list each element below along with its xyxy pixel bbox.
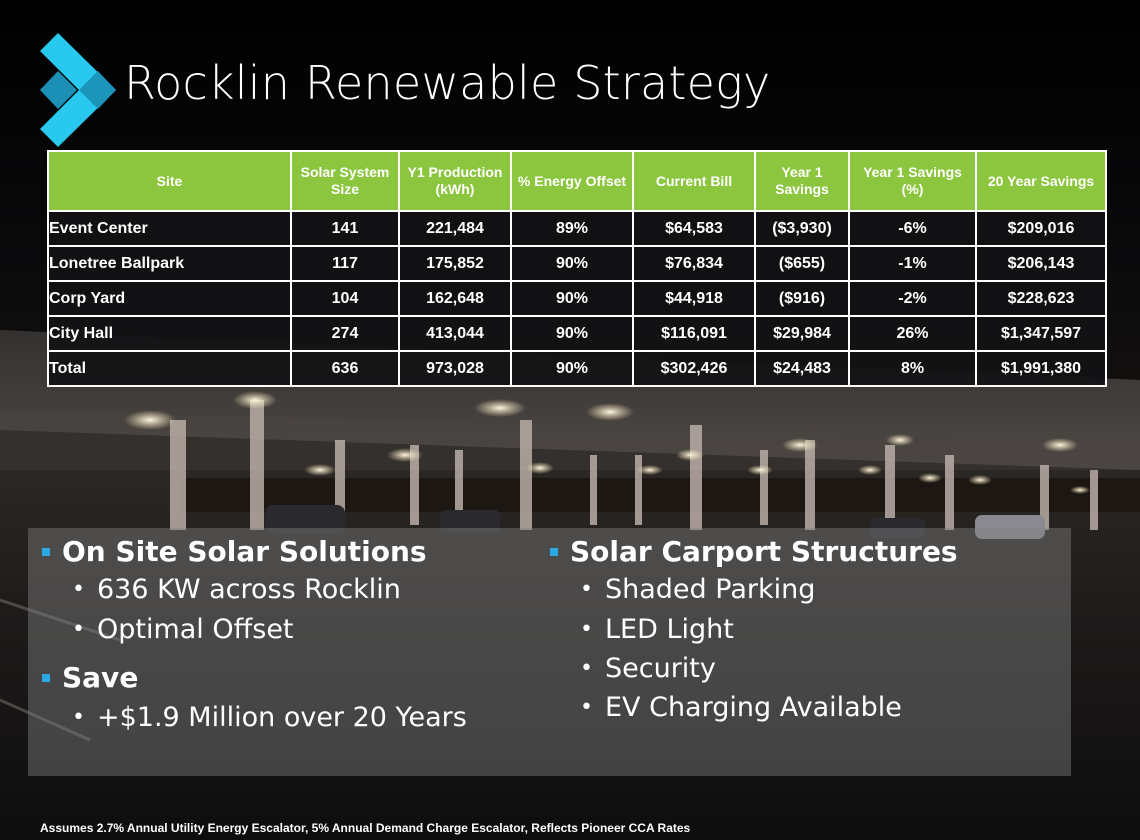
table-cell: -1%	[848, 245, 977, 282]
table-cell: City Hall	[47, 315, 292, 352]
list-item: • 636 KW across Rocklin	[72, 574, 401, 605]
list-item: • LED Light	[580, 614, 734, 645]
bullet-icon: •	[72, 617, 85, 642]
bullet-icon: •	[580, 695, 593, 720]
bullet-icon: •	[580, 577, 593, 602]
table-row: Lonetree Ballpark 117 175,852 90% $76,83…	[47, 245, 1107, 282]
list-item: • Optimal Offset	[72, 614, 294, 645]
column-header: Year 1 Savings (%)	[848, 150, 977, 212]
table-cell: 636	[290, 350, 400, 387]
table-row: Event Center 141 221,484 89% $64,583 ($3…	[47, 210, 1107, 247]
table-cell: ($916)	[754, 280, 850, 317]
table-cell: 141	[290, 210, 400, 247]
solar-savings-table: Site Solar System Size Y1 Production (kW…	[47, 150, 1107, 387]
column-header: Solar System Size	[290, 150, 400, 212]
table-header-row: Site Solar System Size Y1 Production (kW…	[47, 150, 1107, 212]
table-cell: 89%	[510, 210, 634, 247]
table-cell: $29,984	[754, 315, 850, 352]
table-cell: 90%	[510, 350, 634, 387]
table-cell: $228,623	[975, 280, 1107, 317]
list-item-text: LED Light	[604, 614, 734, 645]
list-item-text: Security	[604, 653, 716, 684]
table-cell: 221,484	[398, 210, 512, 247]
content-panel: On Site Solar Solutions • 636 KW across R…	[28, 528, 1071, 776]
table-cell: $1,347,597	[975, 315, 1107, 352]
table-cell: $1,991,380	[975, 350, 1107, 387]
table-cell: 413,044	[398, 315, 512, 352]
table-cell: $64,583	[632, 210, 756, 247]
column-header: Y1 Production (kWh)	[398, 150, 512, 212]
column-header: % Energy Offset	[510, 150, 634, 212]
section-heading: On Site Solar Solutions	[42, 535, 427, 568]
table-cell: -6%	[848, 210, 977, 247]
table-cell: 90%	[510, 245, 634, 282]
list-item-text: Optimal Offset	[96, 614, 294, 645]
table-cell: 104	[290, 280, 400, 317]
column-header: Current Bill	[632, 150, 756, 212]
section-heading: Save	[42, 661, 138, 694]
page-title: Rocklin Renewable Strategy	[124, 56, 771, 110]
square-bullet-icon	[42, 547, 50, 556]
bullet-icon: •	[580, 617, 593, 642]
table-cell: 90%	[510, 315, 634, 352]
bullet-icon: •	[580, 656, 593, 681]
table-cell: 26%	[848, 315, 977, 352]
table-cell: 175,852	[398, 245, 512, 282]
list-item-text: Shaded Parking	[604, 574, 816, 605]
table-cell: 973,028	[398, 350, 512, 387]
table-cell: $76,834	[632, 245, 756, 282]
list-item-text: 636 KW across Rocklin	[96, 574, 401, 605]
column-header: 20 Year Savings	[975, 150, 1107, 212]
table-cell: Corp Yard	[47, 280, 292, 317]
table-cell: 117	[290, 245, 400, 282]
list-item-text: +$1.9 Million over 20 Years	[96, 702, 467, 733]
company-logo	[40, 33, 116, 147]
table-cell: Lonetree Ballpark	[47, 245, 292, 282]
table-cell: ($655)	[754, 245, 850, 282]
list-item: • +$1.9 Million over 20 Years	[72, 702, 467, 733]
table-cell: 8%	[848, 350, 977, 387]
list-item-text: EV Charging Available	[604, 692, 902, 723]
heading-text: Save	[62, 661, 139, 694]
table-row-total: Total 636 973,028 90% $302,426 $24,483 8…	[47, 350, 1107, 387]
table-cell: $302,426	[632, 350, 756, 387]
list-item: • Security	[580, 653, 716, 684]
table-cell: $24,483	[754, 350, 850, 387]
table-cell: $116,091	[632, 315, 756, 352]
table-cell: 274	[290, 315, 400, 352]
table-cell: $206,143	[975, 245, 1107, 282]
heading-text: On Site Solar Solutions	[62, 535, 427, 568]
bullet-icon: •	[72, 705, 85, 730]
table-cell: Total	[47, 350, 292, 387]
table-cell: Event Center	[47, 210, 292, 247]
table-cell: $209,016	[975, 210, 1107, 247]
heading-text: Solar Carport Structures	[570, 535, 958, 568]
column-header: Site	[47, 150, 292, 212]
table-cell: 162,648	[398, 280, 512, 317]
section-heading: Solar Carport Structures	[550, 535, 958, 568]
square-bullet-icon	[42, 673, 50, 682]
table-row: City Hall 274 413,044 90% $116,091 $29,9…	[47, 315, 1107, 352]
table-cell: 90%	[510, 280, 634, 317]
list-item: • EV Charging Available	[580, 692, 902, 723]
list-item: • Shaded Parking	[580, 574, 815, 605]
square-bullet-icon	[550, 547, 558, 556]
bullet-icon: •	[72, 577, 85, 602]
column-header: Year 1 Savings	[754, 150, 850, 212]
table-row: Corp Yard 104 162,648 90% $44,918 ($916)…	[47, 280, 1107, 317]
table-cell: ($3,930)	[754, 210, 850, 247]
table-cell: $44,918	[632, 280, 756, 317]
footnote: Assumes 2.7% Annual Utility Energy Escal…	[40, 821, 691, 835]
table-cell: -2%	[848, 280, 977, 317]
